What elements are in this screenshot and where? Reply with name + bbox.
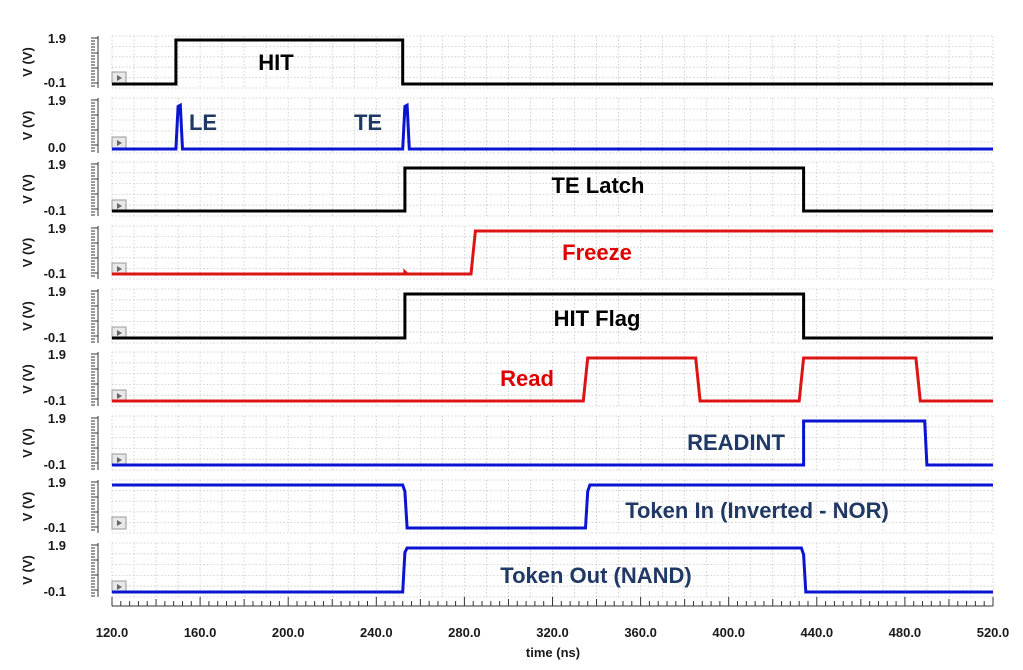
panel-grid [111, 225, 994, 280]
y-tick-top: 1.9 [48, 221, 66, 236]
x-tick-label: 240.0 [360, 625, 393, 640]
y-tick-top: 1.9 [48, 284, 66, 299]
y-tick-bottom: 0.0 [48, 140, 66, 155]
signal-trace [112, 419, 993, 467]
signal-panel: V (V) 1.9 -0.1 HIT [20, 31, 994, 90]
expand-panel-button[interactable] [111, 71, 127, 85]
y-axis-label: V (V) [20, 555, 35, 585]
signal-label: READINT [687, 430, 785, 455]
signal-label: Token Out (NAND) [500, 563, 691, 588]
y-axis-label: V (V) [20, 428, 35, 458]
signal-label: TE [354, 110, 382, 135]
signal-label: LE [189, 110, 217, 135]
y-tick-top: 1.9 [48, 411, 66, 426]
y-tick-bottom: -0.1 [44, 457, 66, 472]
signal-trace [112, 292, 993, 340]
y-tick-bottom: -0.1 [44, 584, 66, 599]
x-tick-label: 160.0 [184, 625, 217, 640]
expand-panel-button[interactable] [111, 389, 127, 403]
panel-grid [111, 415, 994, 471]
y-tick-top: 1.9 [48, 347, 66, 362]
signal-label: TE Latch [552, 173, 645, 198]
signal-label: Token In (Inverted - NOR) [625, 498, 889, 523]
y-axis-label: V (V) [20, 174, 35, 204]
play-icon [117, 266, 122, 272]
play-icon [117, 330, 122, 336]
signal-panel: V (V) 1.9 -0.1 HIT Flag [20, 284, 994, 345]
y-tick-top: 1.9 [48, 538, 66, 553]
panel-ruler [91, 226, 99, 279]
panel-grid [111, 97, 994, 154]
x-tick-label: 120.0 [96, 625, 129, 640]
signal-label: Freeze [562, 240, 632, 265]
y-tick-bottom: -0.1 [44, 266, 66, 281]
signal-label: HIT Flag [554, 306, 641, 331]
x-tick-label: 520.0 [977, 625, 1010, 640]
y-axis-label: V (V) [20, 111, 35, 141]
signal-trace [112, 546, 993, 594]
panel-ruler [91, 352, 99, 406]
time-axis: 120.0 160.0 200.0 240.0 280.0 320.0 360.0 400.0… [96, 597, 1010, 660]
panel-grid [111, 288, 994, 344]
y-axis-label: V (V) [20, 238, 35, 268]
signal-trace [112, 483, 993, 530]
y-tick-top: 1.9 [48, 475, 66, 490]
y-axis-label: V (V) [20, 301, 35, 331]
x-tick-label: 280.0 [448, 625, 481, 640]
signal-label: HIT [258, 50, 294, 75]
signal-panel: V (V) 1.9 0.0 LE TE [20, 93, 994, 155]
expand-panel-button[interactable] [111, 136, 127, 150]
play-icon [117, 393, 122, 399]
signal-label: Read [500, 366, 554, 391]
x-tick-label: 360.0 [624, 625, 657, 640]
panel-ruler [91, 289, 99, 343]
play-icon [117, 457, 122, 463]
signal-trace [112, 356, 993, 403]
signal-trace [112, 166, 993, 213]
play-icon [117, 75, 122, 81]
x-tick-label: 200.0 [272, 625, 305, 640]
panel-ruler [91, 543, 99, 597]
y-tick-bottom: -0.1 [44, 75, 66, 90]
y-tick-bottom: -0.1 [44, 330, 66, 345]
panel-ruler [91, 162, 99, 216]
signal-panel: V (V) 1.9 -0.1 READINT [20, 411, 994, 472]
panel-ruler [91, 480, 99, 533]
play-icon [117, 584, 122, 590]
signal-trace [112, 229, 993, 276]
signal-panel: V (V) 1.9 -0.1 TE Latch [20, 157, 994, 218]
y-axis-label: V (V) [20, 47, 35, 77]
y-tick-top: 1.9 [48, 31, 66, 46]
y-tick-bottom: -0.1 [44, 393, 66, 408]
y-axis-label: V (V) [20, 492, 35, 522]
panel-ruler [91, 416, 99, 470]
x-tick-label: 400.0 [712, 625, 745, 640]
signal-trace [112, 38, 993, 86]
play-icon [117, 203, 122, 209]
y-tick-bottom: -0.1 [44, 520, 66, 535]
signal-trace [112, 102, 993, 151]
play-icon [117, 140, 122, 146]
signal-panel: V (V) 1.9 -0.1 Token In (Inverted - NOR) [20, 475, 994, 535]
x-tick-label: 480.0 [889, 625, 922, 640]
x-tick-label: 320.0 [536, 625, 569, 640]
panel-grid [111, 35, 994, 89]
signal-panel: V (V) 1.9 -0.1 Freeze [20, 221, 994, 281]
y-tick-top: 1.9 [48, 93, 66, 108]
signal-panel: V (V) 1.9 -0.1 Read [20, 347, 994, 408]
x-axis-label: time (ns) [526, 645, 580, 660]
y-tick-bottom: -0.1 [44, 203, 66, 218]
y-tick-top: 1.9 [48, 157, 66, 172]
x-tick-label: 440.0 [801, 625, 834, 640]
expand-panel-button[interactable] [111, 199, 127, 213]
play-icon [117, 520, 122, 526]
panel-ruler [91, 98, 99, 153]
signal-panel: V (V) 1.9 -0.1 Token Out (NAND) [20, 538, 994, 599]
expand-panel-button[interactable] [111, 516, 127, 530]
y-axis-label: V (V) [20, 364, 35, 394]
panel-ruler [91, 36, 99, 88]
